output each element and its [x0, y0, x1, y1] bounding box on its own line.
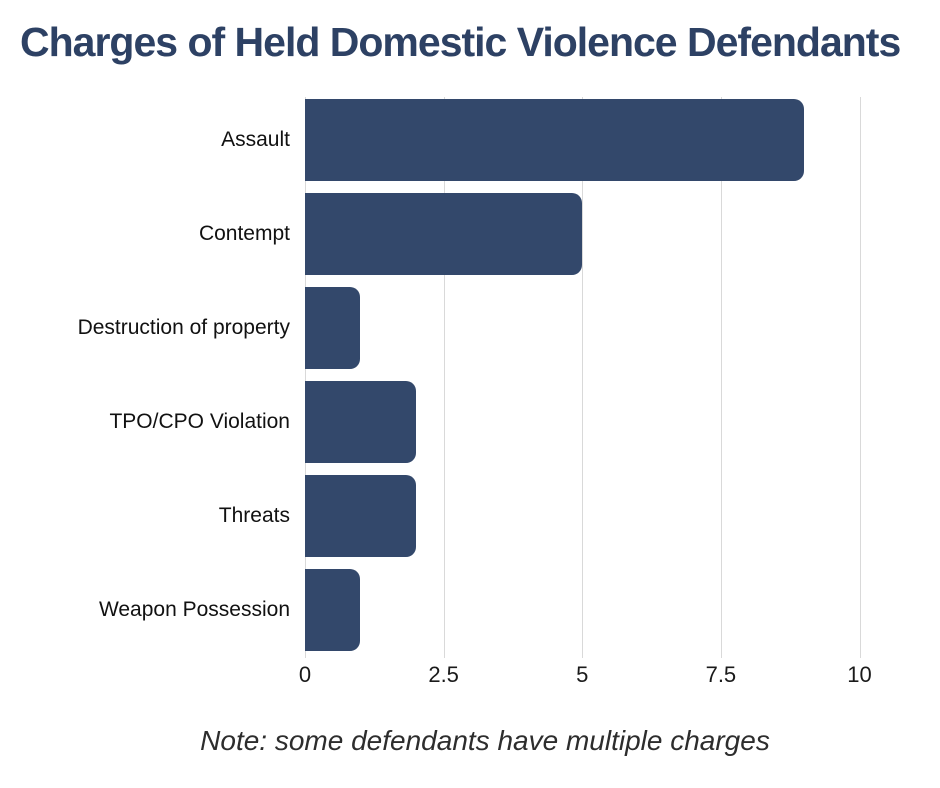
x-tick-label: 10: [847, 662, 872, 687]
x-tick-label: 5: [576, 662, 589, 687]
y-axis-category-labels: Assault Contempt Destruction of property TP…: [0, 97, 290, 651]
category-label: Contempt: [198, 222, 290, 245]
bar-series: [305, 97, 861, 651]
x-tick-label: 0: [298, 662, 312, 687]
x-tick-label: 7.5: [705, 662, 737, 687]
chart-title: Charges of Held Domestic Violence Defend…: [20, 19, 901, 65]
bar: [305, 475, 416, 557]
gridline: [443, 97, 445, 658]
bar: [305, 99, 805, 181]
gridline: [859, 97, 861, 658]
category-label: Threats: [218, 504, 290, 527]
category-label: Destruction of property: [77, 316, 290, 339]
footnote: Note: some defendants have multiple char…: [200, 725, 770, 756]
x-tick-label: 2.5: [428, 662, 459, 687]
gridline: [720, 97, 722, 658]
gridline: [305, 97, 306, 658]
category-label: Weapon Possession: [98, 598, 290, 621]
category-label: TPO/CPO Violation: [109, 410, 290, 433]
category-label: Assault: [221, 128, 290, 151]
bar-chart-plot-area: [305, 97, 861, 658]
bar: [305, 193, 583, 275]
bar: [305, 569, 361, 651]
x-axis-tick-labels: 0 2.5 5 7.5 10: [299, 662, 872, 688]
bar: [305, 381, 416, 463]
bar: [305, 287, 361, 369]
gridline: [582, 97, 584, 658]
